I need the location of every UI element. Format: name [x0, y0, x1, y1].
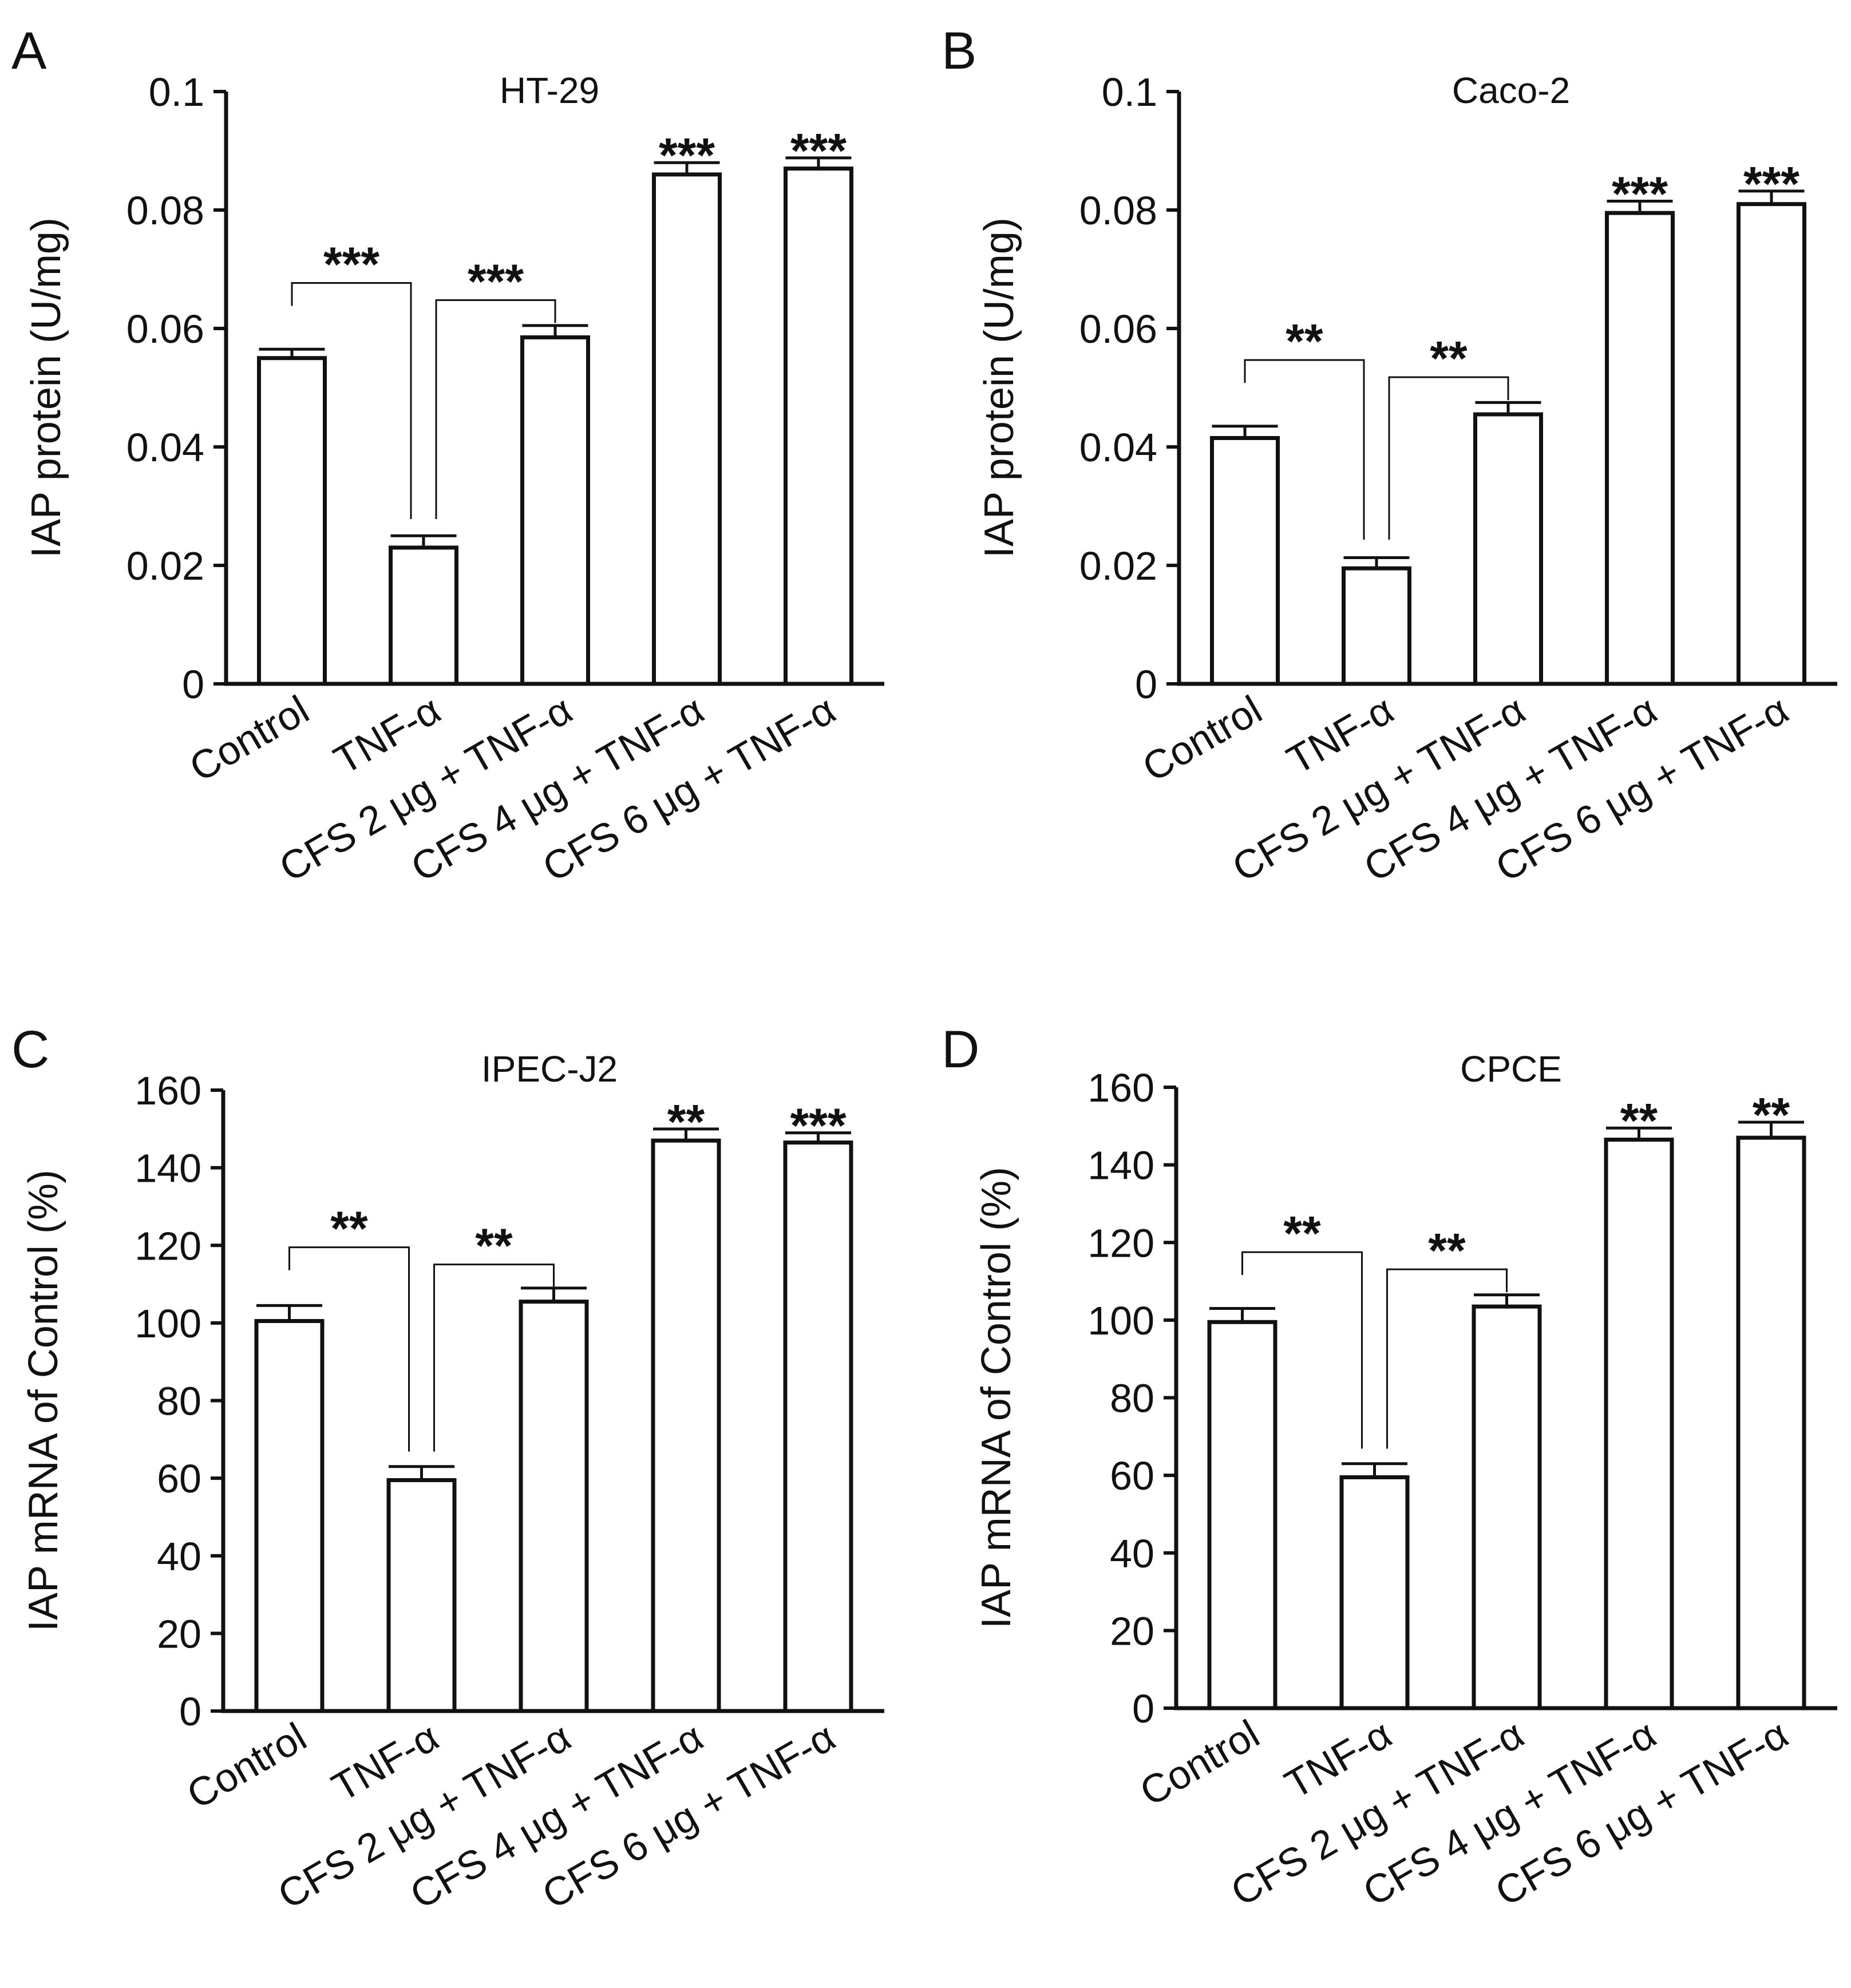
y-tick-label: 0.08 [126, 188, 204, 233]
bar [652, 172, 722, 686]
significance-label: *** [1612, 167, 1668, 220]
y-tick-label: 0 [1132, 1686, 1154, 1731]
y-tick-label: 0.02 [126, 544, 204, 588]
comparison-bracket [1241, 1251, 1363, 1449]
bracket-significance-label: ** [1428, 1223, 1466, 1277]
y-tick-label: 0.08 [1079, 188, 1157, 233]
y-tick-label: 20 [157, 1611, 201, 1656]
y-tick-label: 60 [157, 1456, 201, 1501]
comparison-bracket [433, 1264, 555, 1452]
chart-panel-d: D CPCE 0 20 40 60 80 100 120 140 160 IAP mRNA of Co… [942, 1020, 1837, 1915]
panel-label: D [942, 1020, 979, 1079]
comparison-bracket [291, 282, 412, 519]
bar [389, 545, 458, 686]
y-tick-label: 0.1 [149, 70, 204, 114]
bar [1473, 412, 1543, 686]
y-tick-label: 20 [1110, 1609, 1154, 1653]
chart-panel-a: A HT-29 0 0.02 0.04 0.06 0.08 0.1 IAP protein (U… [11, 22, 884, 890]
y-axis-label: IAP protein (U/mg) [23, 217, 69, 558]
comparison-bracket [1244, 359, 1365, 540]
chart-title: Caco-2 [1452, 70, 1570, 111]
y-tick-label: 0.04 [1079, 425, 1157, 470]
y-axis-label: IAP mRNA of Control (%) [974, 1167, 1019, 1629]
significance-label: ** [1620, 1094, 1658, 1147]
significance-label: ** [667, 1095, 705, 1149]
y-tick-label: 40 [157, 1534, 201, 1579]
bar [1472, 1304, 1542, 1710]
bar [1339, 1475, 1410, 1710]
y-tick-label: 100 [1087, 1298, 1154, 1343]
significance-label: *** [790, 124, 847, 177]
y-tick-label: 100 [135, 1301, 201, 1346]
y-tick-label: 0.02 [1079, 544, 1157, 588]
y-tick-label: 120 [135, 1223, 201, 1268]
chart-title: HT-29 [500, 70, 599, 111]
chart-title: CPCE [1460, 1048, 1562, 1090]
bar [651, 1138, 721, 1713]
significance-label: *** [659, 128, 715, 182]
chart-panel-c: C IPEC-J2 0 20 40 60 80 100 120 140 160 IAP mRNA of… [11, 1020, 884, 1918]
bar [1604, 1138, 1674, 1710]
significance-label: ** [1753, 1088, 1790, 1142]
comparison-bracket [435, 299, 556, 519]
bar [1736, 1135, 1806, 1710]
comparison-bracket [288, 1246, 410, 1452]
bar [784, 167, 853, 686]
y-tick-label: 80 [157, 1379, 201, 1424]
bar [783, 1140, 853, 1713]
bracket-significance-label: ** [1430, 331, 1468, 385]
y-tick-label: 80 [1110, 1376, 1154, 1421]
bar [257, 356, 327, 686]
bracket-significance-label: ** [475, 1219, 513, 1273]
bracket-significance-label: ** [1283, 1206, 1321, 1260]
y-tick-label: 140 [135, 1146, 201, 1191]
significance-label: *** [790, 1099, 846, 1153]
y-tick-label: 0.1 [1102, 70, 1157, 114]
y-tick-label: 0 [179, 1689, 201, 1734]
y-tick-label: 0 [182, 662, 204, 707]
significance-label: *** [1743, 157, 1799, 211]
y-tick-label: 0.06 [126, 307, 204, 351]
bar [520, 335, 590, 686]
bar [386, 1478, 457, 1713]
bar [254, 1318, 325, 1713]
bracket-significance-label: *** [468, 255, 524, 308]
y-tick-label: 120 [1087, 1221, 1154, 1265]
panel-label: B [942, 22, 976, 80]
bracket-significance-label: ** [330, 1202, 368, 1256]
bracket-significance-label: *** [323, 237, 379, 291]
y-axis-label: IAP mRNA of Control (%) [21, 1170, 66, 1631]
y-tick-label: 40 [1110, 1531, 1154, 1576]
panel-label: C [11, 1020, 49, 1079]
chart-title: IPEC-J2 [481, 1048, 618, 1090]
bar [1605, 211, 1675, 686]
y-tick-label: 0.04 [126, 425, 204, 470]
comparison-bracket [1388, 376, 1509, 540]
y-axis-label: IAP protein (U/mg) [976, 217, 1022, 558]
y-tick-label: 140 [1087, 1143, 1154, 1188]
y-tick-label: 160 [1087, 1066, 1154, 1110]
y-tick-label: 0.06 [1079, 307, 1157, 351]
bar [519, 1300, 589, 1713]
y-tick-label: 160 [135, 1068, 201, 1113]
chart-panel-b: B Caco-2 0 0.02 0.04 0.06 0.08 0.1 IAP protein (… [942, 22, 1837, 890]
y-tick-label: 0 [1135, 662, 1157, 707]
bar [1210, 435, 1280, 686]
bar [1207, 1320, 1277, 1710]
bar [1737, 202, 1806, 686]
y-tick-label: 60 [1110, 1454, 1154, 1498]
comparison-bracket [1386, 1268, 1508, 1449]
bracket-significance-label: ** [1286, 314, 1323, 368]
bar [1342, 566, 1411, 686]
panel-label: A [11, 22, 47, 80]
